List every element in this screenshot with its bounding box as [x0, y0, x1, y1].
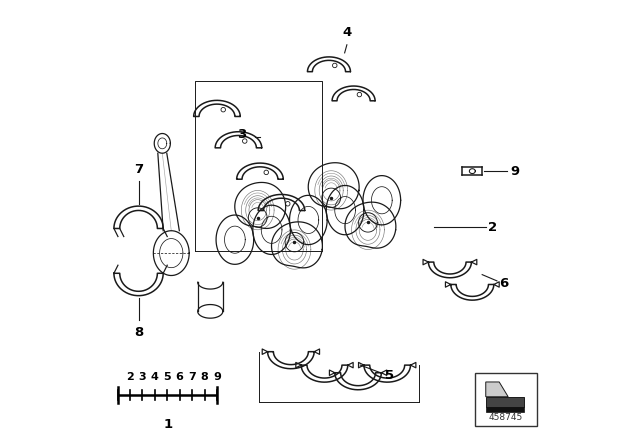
Text: 5: 5 [385, 369, 394, 382]
Polygon shape [486, 407, 524, 412]
Text: 1: 1 [163, 418, 172, 431]
Text: 9: 9 [510, 164, 519, 178]
Text: 458745: 458745 [489, 413, 523, 422]
Text: 3: 3 [237, 128, 246, 141]
Text: 4: 4 [151, 372, 159, 382]
Text: 2: 2 [126, 372, 134, 382]
Text: 2: 2 [488, 220, 497, 234]
Text: 7: 7 [134, 163, 143, 176]
Text: 4: 4 [342, 26, 351, 39]
Text: 8: 8 [134, 326, 143, 339]
Polygon shape [486, 397, 524, 407]
Text: 3: 3 [138, 372, 146, 382]
Text: 6: 6 [176, 372, 184, 382]
Text: 8: 8 [201, 372, 209, 382]
Text: 5: 5 [163, 372, 171, 382]
Polygon shape [486, 382, 508, 397]
Bar [475, 373, 538, 426]
Text: 9: 9 [213, 372, 221, 382]
Text: 6: 6 [499, 276, 508, 290]
Text: 7: 7 [188, 372, 196, 382]
